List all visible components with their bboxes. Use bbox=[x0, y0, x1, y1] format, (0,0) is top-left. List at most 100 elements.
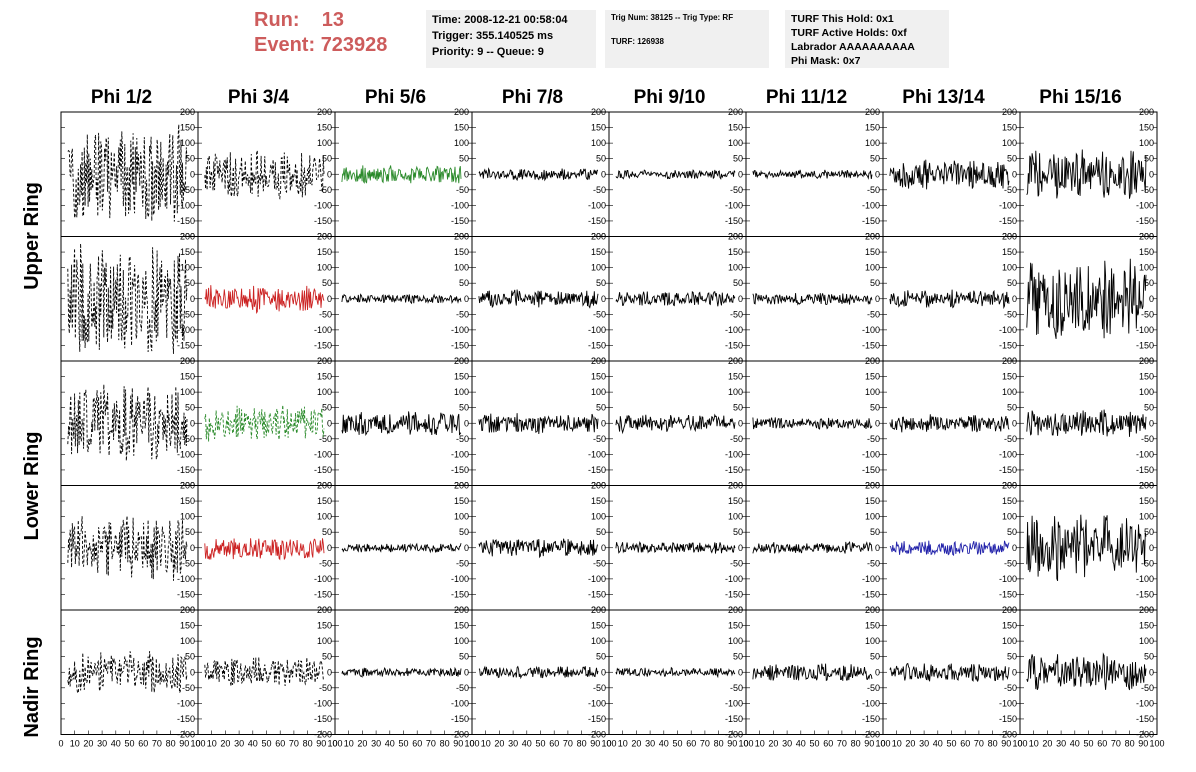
y-tick-label: -200 bbox=[451, 730, 469, 740]
x-tick-label: 60 bbox=[1097, 739, 1107, 749]
x-tick-label: 30 bbox=[371, 739, 381, 749]
y-tick-label: 50 bbox=[1007, 278, 1017, 288]
y-tick-label: -100 bbox=[1136, 574, 1154, 584]
y-tick-label: 100 bbox=[454, 263, 469, 273]
x-tick-label: 50 bbox=[398, 739, 408, 749]
y-tick-label: -100 bbox=[177, 449, 195, 459]
y-tick-label: 200 bbox=[1139, 605, 1154, 615]
y-tick-label: 100 bbox=[1139, 512, 1154, 522]
y-tick-label: -150 bbox=[862, 714, 880, 724]
x-tick-label: 80 bbox=[988, 739, 998, 749]
waveform-trace bbox=[752, 293, 873, 306]
time-text: Time: 2008-12-21 00:58:04 bbox=[432, 14, 568, 26]
y-tick-label: 150 bbox=[1139, 123, 1154, 133]
run-number: 13 bbox=[321, 9, 345, 31]
y-tick-label: 0 bbox=[464, 169, 469, 179]
y-tick-label: -150 bbox=[588, 465, 606, 475]
x-tick-label: 10 bbox=[207, 739, 217, 749]
x-tick-label: 50 bbox=[946, 739, 956, 749]
y-tick-label: 150 bbox=[454, 621, 469, 631]
y-tick-label: 0 bbox=[601, 543, 606, 553]
x-tick-label: 20 bbox=[357, 739, 367, 749]
waveform-trace bbox=[1026, 258, 1147, 339]
y-tick-label: 150 bbox=[728, 372, 743, 382]
y-tick-label: -50 bbox=[182, 683, 195, 693]
y-tick-label: -150 bbox=[725, 589, 743, 599]
y-tick-label: -200 bbox=[1136, 730, 1154, 740]
y-tick-label: -50 bbox=[593, 558, 606, 568]
y-tick-label: 50 bbox=[733, 652, 743, 662]
waveform-trace bbox=[478, 665, 599, 680]
y-tick-label: 200 bbox=[454, 605, 469, 615]
phi-header-13-14: Phi 13/14 bbox=[902, 87, 985, 108]
y-tick-label: 50 bbox=[1007, 527, 1017, 537]
y-tick-label: 100 bbox=[1139, 636, 1154, 646]
x-tick-label: 0 bbox=[743, 739, 748, 749]
y-tick-label: 150 bbox=[180, 621, 195, 631]
y-tick-label: 0 bbox=[464, 418, 469, 428]
y-tick-label: -150 bbox=[314, 216, 332, 226]
y-tick-label: 0 bbox=[190, 294, 195, 304]
y-tick-label: 150 bbox=[454, 496, 469, 506]
y-tick-label: 100 bbox=[180, 263, 195, 273]
y-tick-label: 50 bbox=[185, 278, 195, 288]
y-tick-label: 200 bbox=[1139, 232, 1154, 242]
x-tick-label: 50 bbox=[809, 739, 819, 749]
y-tick-label: -100 bbox=[451, 449, 469, 459]
y-tick-label: -50 bbox=[593, 309, 606, 319]
waveform-trace bbox=[889, 159, 1010, 190]
y-tick-label: 200 bbox=[591, 232, 606, 242]
y-tick-label: 200 bbox=[1002, 232, 1017, 242]
y-tick-label: 200 bbox=[454, 232, 469, 242]
y-tick-label: 200 bbox=[1002, 605, 1017, 615]
y-tick-label: 50 bbox=[322, 652, 332, 662]
x-tick-label: 80 bbox=[166, 739, 176, 749]
y-tick-label: -100 bbox=[314, 200, 332, 210]
y-tick-label: 100 bbox=[865, 512, 880, 522]
y-tick-label: 150 bbox=[1139, 372, 1154, 382]
y-tick-label: 150 bbox=[591, 372, 606, 382]
y-tick-label: 150 bbox=[728, 621, 743, 631]
y-tick-label: -150 bbox=[451, 714, 469, 724]
x-tick-label: 60 bbox=[138, 739, 148, 749]
y-tick-label: 50 bbox=[322, 403, 332, 413]
y-tick-label: -100 bbox=[862, 200, 880, 210]
y-tick-label: -50 bbox=[319, 683, 332, 693]
y-tick-label: 150 bbox=[180, 247, 195, 257]
y-tick-label: -50 bbox=[593, 683, 606, 693]
y-tick-label: 0 bbox=[327, 543, 332, 553]
waveform-trace bbox=[1026, 514, 1147, 582]
y-tick-label: 100 bbox=[180, 138, 195, 148]
x-tick-label: 10 bbox=[70, 739, 80, 749]
y-tick-label: 200 bbox=[591, 356, 606, 366]
y-tick-label: 100 bbox=[180, 387, 195, 397]
y-tick-label: 0 bbox=[464, 667, 469, 677]
y-tick-label: -50 bbox=[1004, 434, 1017, 444]
y-tick-label: 50 bbox=[459, 403, 469, 413]
y-tick-label: -100 bbox=[588, 574, 606, 584]
y-tick-label: 100 bbox=[180, 636, 195, 646]
y-tick-label: -50 bbox=[867, 558, 880, 568]
y-tick-label: -50 bbox=[319, 309, 332, 319]
y-tick-label: 0 bbox=[1012, 169, 1017, 179]
y-tick-label: 0 bbox=[327, 294, 332, 304]
x-tick-label: 80 bbox=[714, 739, 724, 749]
x-tick-label: 0 bbox=[332, 739, 337, 749]
y-tick-label: -50 bbox=[1004, 683, 1017, 693]
x-tick-label: 90 bbox=[316, 739, 326, 749]
y-tick-label: -50 bbox=[319, 185, 332, 195]
y-tick-label: 50 bbox=[733, 403, 743, 413]
y-tick-label: -150 bbox=[451, 589, 469, 599]
y-tick-label: -100 bbox=[999, 449, 1017, 459]
y-tick-label: 200 bbox=[728, 232, 743, 242]
y-tick-label: 150 bbox=[454, 247, 469, 257]
